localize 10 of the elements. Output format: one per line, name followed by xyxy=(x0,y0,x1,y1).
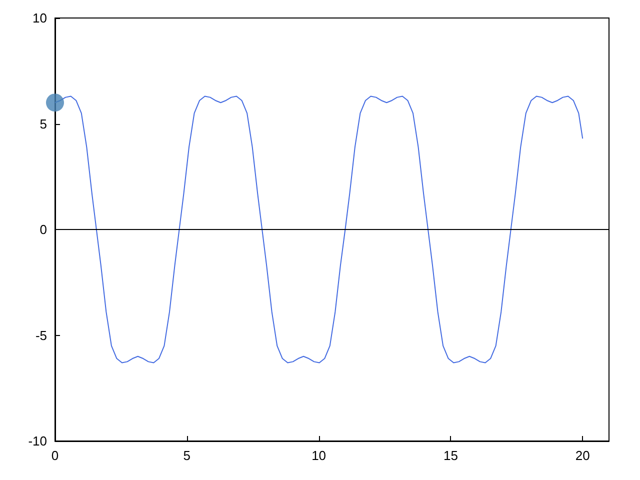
y-tick-label: 5 xyxy=(40,116,47,132)
y-tick-label: 0 xyxy=(40,222,47,237)
x-tick-label: 5 xyxy=(183,448,191,463)
y-tick-label: -10 xyxy=(28,434,47,448)
x-tick-label: 15 xyxy=(443,448,458,463)
x-tick-label: 10 xyxy=(312,448,326,463)
y-tick-label: -5 xyxy=(35,328,47,343)
y-tick-label: 10 xyxy=(32,10,47,26)
x-tick-label: 20 xyxy=(575,448,590,463)
x-tick-label: 0 xyxy=(51,448,59,463)
